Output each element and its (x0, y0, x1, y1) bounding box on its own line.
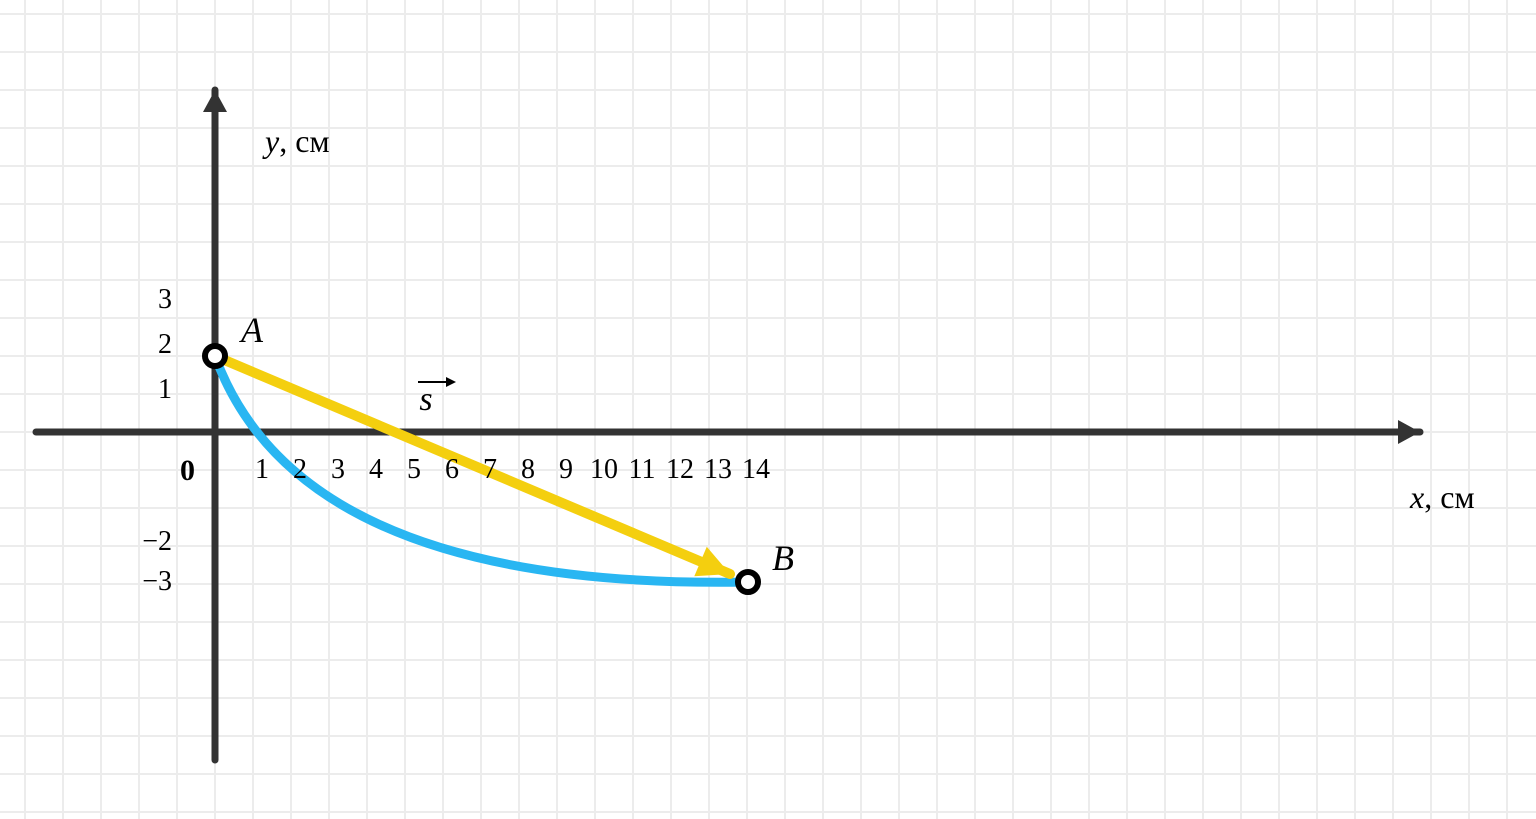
physics-diagram: AB0321−2−31234567891011121314y, смx, смs (0, 0, 1536, 819)
x-axis-label: x, см (1409, 479, 1475, 515)
x-tick-label: 6 (445, 454, 459, 485)
y-tick-label: 2 (158, 329, 172, 360)
y-tick-label: −2 (142, 526, 172, 557)
y-axis-label: y, см (262, 123, 330, 159)
x-tick-label: 2 (293, 454, 307, 485)
y-tick-label: −3 (142, 566, 172, 597)
vector-label-overarrow-head (446, 377, 456, 387)
x-axis-arrow (1398, 420, 1420, 444)
y-tick-label: 3 (158, 284, 172, 315)
x-tick-label: 4 (369, 454, 383, 485)
x-tick-label: 12 (666, 454, 694, 485)
point-A-label: A (239, 310, 264, 350)
y-axis-arrow (203, 90, 227, 112)
x-tick-label: 3 (331, 454, 345, 485)
grid (0, 0, 1536, 819)
y-tick-label: 1 (158, 374, 172, 405)
point-B-label: B (772, 538, 794, 578)
x-tick-label: 1 (255, 454, 269, 485)
x-tick-label: 10 (590, 454, 618, 485)
x-tick-label: 7 (483, 454, 497, 485)
origin-label: 0 (180, 454, 195, 487)
x-tick-label: 13 (704, 454, 732, 485)
vector-label: s (419, 381, 432, 418)
x-tick-label: 14 (742, 454, 770, 485)
x-tick-label: 9 (559, 454, 573, 485)
x-tick-label: 11 (629, 454, 656, 485)
x-tick-label: 8 (521, 454, 535, 485)
x-tick-label: 5 (407, 454, 421, 485)
